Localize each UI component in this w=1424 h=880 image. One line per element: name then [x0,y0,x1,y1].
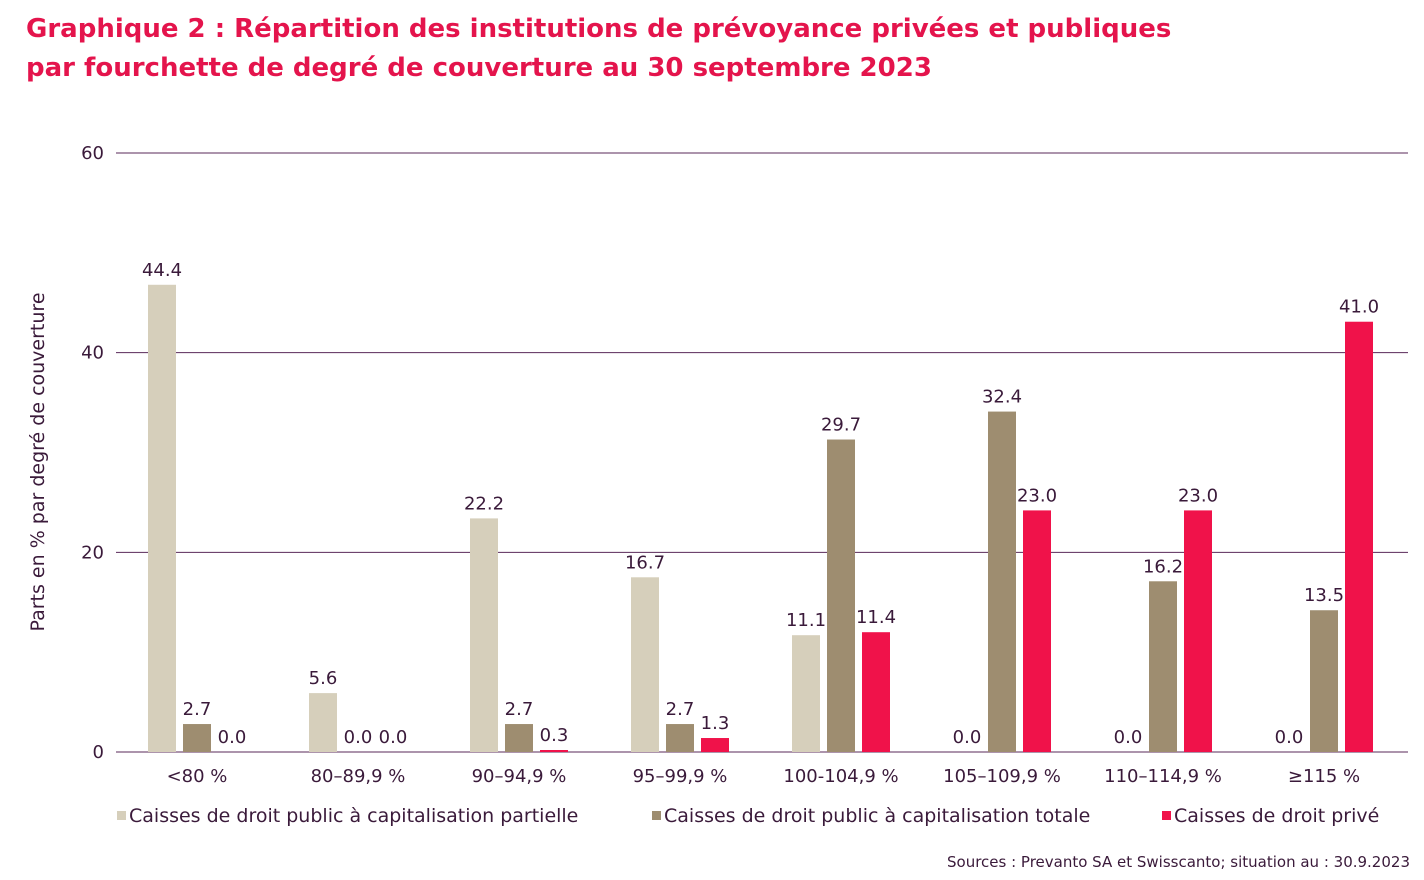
data-label: 0.3 [540,725,569,746]
x-tick-label: 100-104,9 % [783,766,898,787]
source-note: Sources : Prevanto SA et Swisscanto; sit… [947,853,1410,871]
legend-label: Caisses de droit privé [1174,805,1379,827]
data-label: 2.7 [505,699,534,720]
data-label: 5.6 [309,668,338,689]
bar [631,577,659,752]
data-label: 32.4 [982,387,1022,408]
y-tick-label: 20 [81,542,104,563]
bar [988,411,1016,752]
bar [470,518,498,752]
legend-swatch [652,811,661,820]
y-tick-label: 0 [93,742,104,763]
data-label: 1.3 [701,713,730,734]
bar-series [148,284,1373,752]
data-label: 44.4 [142,260,182,281]
x-tick-label: 80–89,9 % [311,766,406,787]
data-label: 0.0 [953,727,982,748]
bar [505,724,533,752]
data-label: 11.1 [786,610,826,631]
data-label: 23.0 [1017,485,1057,506]
x-tick-label: 110–114,9 % [1104,766,1222,787]
data-label: 0.0 [379,727,408,748]
chart-title-line-2: par fourchette de degré de couverture au… [26,53,932,83]
chart-title: Graphique 2 : Répartition des institutio… [26,10,1406,88]
legend: Caisses de droit public à capitalisation… [117,805,1379,827]
legend-label: Caisses de droit public à capitalisation… [129,805,578,827]
bar [1023,510,1051,752]
data-label: 13.5 [1304,585,1344,606]
data-label: 2.7 [666,699,695,720]
data-label: 16.2 [1143,556,1183,577]
data-label: 16.7 [625,552,665,573]
y-tick-label: 40 [81,343,104,364]
chart-title-line-1: Graphique 2 : Répartition des institutio… [26,14,1172,44]
data-labels: 44.4 2.7 0.0 5.6 0.0 0.0 22.2 2.7 0.3 16.7 2.7 1.3 1… [142,260,1379,748]
bar [701,738,729,752]
bar [1184,510,1212,752]
data-label: 0.0 [1275,727,1304,748]
bar [540,750,568,752]
bar [827,439,855,752]
data-label: 22.2 [464,493,504,514]
data-label: 29.7 [821,415,861,436]
y-axis-ticks: 0 20 40 60 [81,143,104,763]
bar [1345,321,1373,752]
bar [862,632,890,752]
y-axis-label: Parts en % par degré de couverture [27,292,49,631]
data-label: 23.0 [1178,485,1218,506]
x-tick-label: ≥115 % [1288,766,1360,787]
bar [309,693,337,752]
x-tick-label: 95–99,9 % [633,766,728,787]
bar [1149,581,1177,752]
bar [148,284,176,752]
legend-swatch [117,811,126,820]
data-label: 0.0 [1114,727,1143,748]
data-label: 0.0 [344,727,373,748]
data-label: 0.0 [218,727,247,748]
gridlines [116,152,1408,753]
legend-swatch [1162,811,1171,820]
legend-label: Caisses de droit public à capitalisation… [664,805,1090,827]
bar [183,724,211,752]
data-label: 2.7 [183,699,212,720]
x-tick-label: <80 % [167,766,228,787]
data-label: 11.4 [856,607,896,628]
data-label: 41.0 [1339,297,1379,318]
bar [666,724,694,752]
x-tick-label: 105–109,9 % [943,766,1061,787]
y-tick-label: 60 [81,143,104,164]
bar [1310,610,1338,752]
x-axis-ticks: <80 % 80–89,9 % 90–94,9 % 95–99,9 % 100-104,… [167,766,1361,787]
bar [792,635,820,752]
x-tick-label: 90–94,9 % [472,766,567,787]
